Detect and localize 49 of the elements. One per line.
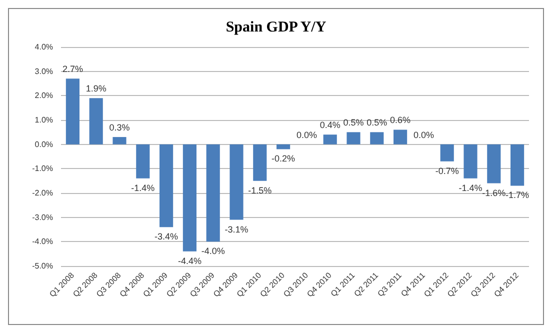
bar [89, 98, 103, 144]
y-tick-label: -1.0% [32, 164, 53, 174]
bar [276, 144, 290, 150]
bar [66, 78, 80, 144]
chart-title: Spain GDP Y/Y [226, 20, 326, 36]
data-label: 0.3% [109, 122, 130, 133]
bar [323, 134, 337, 144]
bar [206, 144, 220, 242]
data-label: 0.5% [343, 118, 364, 128]
bar [112, 137, 126, 144]
data-label: -1.4% [458, 182, 482, 193]
bar [136, 144, 150, 178]
y-tick-label: -3.0% [32, 212, 53, 222]
data-label: -4.4% [178, 256, 202, 266]
data-label: 0.0% [413, 130, 434, 140]
y-tick-label: 2.0% [34, 91, 53, 100]
y-tick-label: 1.0% [34, 116, 53, 124]
data-label: -1.5% [248, 185, 272, 196]
data-label: -0.2% [272, 154, 296, 164]
data-label: -3.1% [224, 224, 248, 234]
data-label: -1.4% [131, 182, 155, 193]
y-tick-label: -5.0% [32, 262, 53, 270]
data-label: 0.4% [320, 120, 340, 130]
data-label: 1.9% [86, 84, 106, 94]
bar [253, 144, 267, 181]
y-tick-label: 0.0% [34, 140, 53, 149]
bar [510, 144, 524, 186]
bar [394, 130, 408, 144]
data-label: 2.7% [62, 64, 83, 74]
bar [487, 144, 501, 184]
bar [464, 144, 478, 178]
data-label: 0.6% [390, 115, 411, 126]
y-tick-label: -2.0% [32, 188, 53, 198]
data-label: -4.0% [201, 246, 225, 256]
y-tick-label: -4.0% [32, 237, 53, 246]
bar [160, 144, 174, 228]
bar [182, 144, 196, 252]
data-label: -1.7% [506, 190, 530, 200]
bar [230, 144, 244, 220]
bar [440, 144, 454, 162]
data-label: -0.7% [435, 166, 459, 176]
y-tick-label: 4.0% [34, 42, 53, 52]
data-label: 0.5% [366, 118, 388, 128]
data-label: -3.4% [154, 232, 178, 242]
bar [346, 132, 360, 144]
y-tick-label: 3.0% [34, 66, 53, 76]
bar [370, 132, 384, 144]
data-label: -1.6% [482, 188, 506, 198]
data-label: 0.0% [296, 130, 317, 140]
